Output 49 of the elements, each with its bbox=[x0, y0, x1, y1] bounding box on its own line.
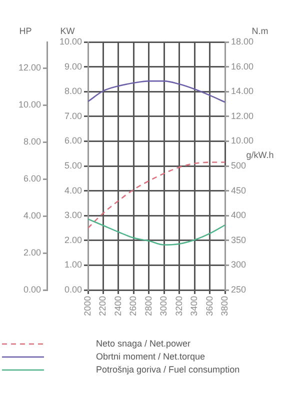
y2-tick-label: 4.00 bbox=[23, 210, 41, 221]
y-tick-label: 3.00 bbox=[64, 210, 82, 220]
y2-tick-label: 12.00 bbox=[18, 62, 41, 73]
y-axis-title: N.m bbox=[252, 26, 268, 36]
y-tick-label: 6.00 bbox=[64, 136, 82, 146]
y-tick-label: 10.00 bbox=[59, 36, 82, 46]
y-tick-label: 16.00 bbox=[231, 61, 254, 72]
y-tick-label: 0.00 bbox=[64, 284, 82, 294]
text: Obrtni moment / Net.torque bbox=[96, 351, 206, 362]
y-tick-label: 300 bbox=[231, 260, 246, 270]
x-tick-label: 2800 bbox=[143, 296, 154, 316]
y2-tick-label: 8.00 bbox=[23, 136, 41, 147]
y-tick-label: 12.00 bbox=[231, 110, 254, 121]
y2-tick-label: 2.00 bbox=[23, 247, 41, 258]
x-tick-label: 2200 bbox=[98, 296, 108, 316]
y-tick-label: 2.00 bbox=[64, 234, 82, 245]
line-series bbox=[88, 80, 225, 103]
y-tick-label: 500 bbox=[231, 160, 246, 170]
y-tick-label: 450 bbox=[231, 185, 246, 196]
y-tick-label: 250 bbox=[231, 284, 246, 294]
x-tick-label: 3400 bbox=[189, 296, 200, 316]
x-tick-label: 2400 bbox=[112, 296, 123, 316]
x-tick-label: 2600 bbox=[128, 296, 138, 316]
y-tick-label: 400 bbox=[231, 210, 246, 220]
y-tick-label: 8.00 bbox=[64, 86, 82, 96]
x-tick-label: 2000 bbox=[82, 296, 92, 316]
x-tick-label: 3800 bbox=[219, 296, 230, 316]
y-tick-label: 18.00 bbox=[231, 36, 254, 46]
y-tick-label: 350 bbox=[231, 234, 246, 245]
y2-tick-label: 10.00 bbox=[18, 100, 41, 110]
y-tick-label: 4.00 bbox=[64, 185, 82, 196]
y2-tick-label: 0.00 bbox=[23, 284, 41, 294]
y2-tick-label: 6.00 bbox=[23, 174, 41, 184]
y-tick-label: 7.00 bbox=[64, 110, 82, 121]
text: Neto snaga / Net.power bbox=[96, 338, 191, 348]
y-axis-title: KW bbox=[60, 26, 76, 36]
y-tick-label: 1.00 bbox=[64, 260, 82, 270]
y-tick-label: 14.00 bbox=[231, 86, 254, 96]
text: Potrošnja goriva / Fuel consumption bbox=[96, 364, 240, 374]
x-tick-label: 3600 bbox=[204, 296, 214, 316]
y-tick-label: 10.00 bbox=[231, 136, 254, 146]
line-series bbox=[88, 218, 225, 246]
y-tick-label: 9.00 bbox=[64, 61, 82, 72]
y2-axis-title: HP bbox=[19, 26, 32, 36]
x-tick-label: 3200 bbox=[174, 296, 184, 316]
y-tick-label: 5.00 bbox=[64, 160, 82, 170]
line-series bbox=[88, 162, 225, 229]
x-tick-label: 3000 bbox=[158, 296, 169, 316]
y-axis-title: g/kW.h bbox=[246, 150, 274, 160]
